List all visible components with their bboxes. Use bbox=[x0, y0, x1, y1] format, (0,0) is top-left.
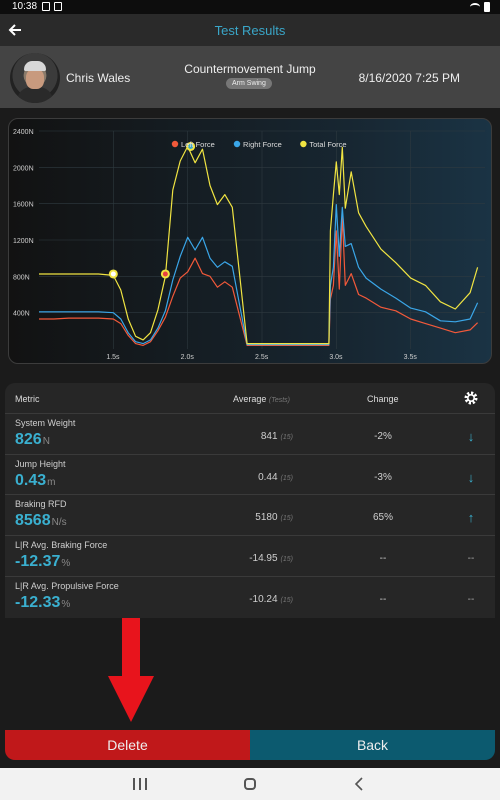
metric-average: 841 (15) bbox=[260, 431, 293, 442]
y-tick-label: 400N bbox=[13, 311, 30, 318]
trend-down-icon: ↓ bbox=[467, 429, 475, 444]
metric-unit: % bbox=[61, 598, 71, 610]
delete-button[interactable]: Delete bbox=[5, 730, 250, 760]
metric-value: 0.43m bbox=[15, 471, 56, 489]
metric-test-count: (15) bbox=[280, 474, 293, 482]
metric-change: 65% bbox=[372, 512, 393, 524]
x-tick-label: 1.5s bbox=[106, 354, 120, 361]
status-time: 10:38 bbox=[12, 1, 38, 12]
metric-unit: N/s bbox=[51, 517, 67, 529]
system-nav-bar bbox=[0, 768, 500, 800]
trend-down-icon: ↓ bbox=[467, 469, 475, 485]
home-icon[interactable] bbox=[244, 778, 256, 790]
system-icons bbox=[470, 2, 490, 12]
metric-average: 0.44 (15) bbox=[258, 471, 293, 483]
metric-row[interactable]: Jump Height 0.43m 0.44 (15) -3% ↓ bbox=[5, 453, 495, 494]
metric-row[interactable]: System Weight 826N 841 (15) -2% ↓ bbox=[5, 413, 495, 453]
metric-value: 826N bbox=[15, 431, 50, 448]
metric-unit: N bbox=[42, 436, 50, 447]
battery-icon bbox=[484, 2, 490, 12]
legend-swatch bbox=[300, 140, 307, 148]
test-tag: Arm Swing bbox=[226, 78, 272, 89]
metric-test-count: (15) bbox=[280, 556, 293, 564]
legend-label: Right Force bbox=[243, 140, 282, 149]
back-button[interactable]: Back bbox=[250, 730, 495, 760]
header-change: Change bbox=[367, 394, 399, 404]
phase-marker bbox=[162, 271, 168, 277]
metric-change: -- bbox=[379, 593, 387, 605]
x-tick-label: 2.5s bbox=[255, 354, 269, 361]
status-bar: 10:38 bbox=[0, 0, 500, 14]
test-name: Countermovement Jump bbox=[184, 62, 316, 76]
metric-test-count: (15) bbox=[280, 434, 293, 441]
series-line-right-force bbox=[39, 204, 479, 346]
y-tick-label: 1200N bbox=[13, 238, 34, 245]
x-tick-label: 3.5s bbox=[404, 354, 418, 361]
metric-row[interactable]: L|R Avg. Propulsive Force -12.33% -10.24 (1… bbox=[5, 575, 495, 616]
metric-change: -3% bbox=[374, 471, 392, 483]
notification-icon bbox=[42, 2, 50, 11]
x-tick-label: 2.0s bbox=[181, 354, 195, 361]
notification-icon bbox=[54, 2, 62, 11]
trend-none: -- bbox=[467, 553, 475, 565]
metric-label: Jump Height bbox=[15, 458, 66, 469]
legend-swatch bbox=[171, 140, 179, 148]
y-tick-label: 2000N bbox=[13, 165, 34, 172]
app-bar: Test Results bbox=[0, 14, 500, 46]
gear-icon[interactable] bbox=[463, 390, 479, 406]
page-title: Test Results bbox=[214, 23, 286, 38]
notification-icons bbox=[42, 2, 62, 11]
phase-marker bbox=[110, 271, 116, 277]
avatar bbox=[10, 53, 60, 103]
metric-label: System Weight bbox=[15, 418, 76, 428]
legend-label: Left Force bbox=[181, 140, 215, 149]
legend-label: Total Force bbox=[309, 140, 346, 149]
metric-unit: m bbox=[47, 476, 56, 488]
recents-icon[interactable] bbox=[133, 778, 147, 790]
metric-value: -12.33% bbox=[15, 593, 71, 611]
metric-test-count: (15) bbox=[280, 515, 293, 523]
nav-back-icon[interactable] bbox=[354, 777, 364, 791]
metrics-header: Metric Average (Tests) Change bbox=[5, 383, 495, 413]
chart-svg: 400N 800N 1200N 1600N 2000N 2400N 1.5s 2.0s 2.5s… bbox=[13, 129, 485, 361]
wifi-icon bbox=[470, 3, 480, 11]
metric-value: 8568N/s bbox=[15, 512, 67, 530]
metric-label: L|R Avg. Braking Force bbox=[15, 540, 108, 551]
metric-value: -12.37% bbox=[15, 553, 71, 571]
trend-up-icon: ↑ bbox=[467, 510, 475, 526]
force-time-chart[interactable]: 400N 800N 1200N 1600N 2000N 2400N 1.5s 2.0s 2.5s… bbox=[8, 118, 492, 364]
y-tick-label: 2400N bbox=[13, 129, 34, 136]
legend-swatch bbox=[233, 140, 241, 148]
metric-row[interactable]: Braking RFD 8568N/s 5180 (15) 65% ↑ bbox=[5, 494, 495, 534]
metric-change: -2% bbox=[374, 431, 392, 442]
header-metric: Metric bbox=[15, 394, 40, 404]
series-line-left-force bbox=[39, 214, 479, 346]
phase-marker bbox=[188, 143, 194, 149]
metric-unit: % bbox=[61, 558, 71, 570]
header-average: Average (Tests) bbox=[233, 394, 291, 404]
x-tick-label: 3.0s bbox=[329, 354, 343, 361]
red-down-arrow bbox=[108, 618, 154, 722]
athlete-header: Chris Wales Countermovement Jump Arm Swi… bbox=[0, 46, 500, 108]
trend-none: -- bbox=[467, 593, 475, 605]
test-datetime: 8/16/2020 7:25 PM bbox=[358, 71, 460, 85]
y-tick-label: 1600N bbox=[13, 202, 34, 209]
metric-average: -14.95 (15) bbox=[249, 553, 293, 565]
athlete-name: Chris Wales bbox=[66, 71, 131, 85]
metric-label: Braking RFD bbox=[15, 499, 67, 510]
metrics-table: Metric Average (Tests) Change System Wei… bbox=[5, 383, 495, 618]
back-arrow-icon[interactable] bbox=[6, 20, 26, 40]
metric-change: -- bbox=[379, 553, 387, 565]
metric-test-count: (15) bbox=[280, 596, 293, 604]
metric-average: -10.24 (15) bbox=[249, 593, 293, 605]
y-tick-label: 800N bbox=[13, 274, 30, 281]
metric-row[interactable]: L|R Avg. Braking Force -12.37% -14.95 (15) -… bbox=[5, 535, 495, 575]
metric-average: 5180 (15) bbox=[255, 512, 293, 524]
series-line-total-force bbox=[39, 145, 479, 345]
metric-label: L|R Avg. Propulsive Force bbox=[15, 580, 119, 591]
